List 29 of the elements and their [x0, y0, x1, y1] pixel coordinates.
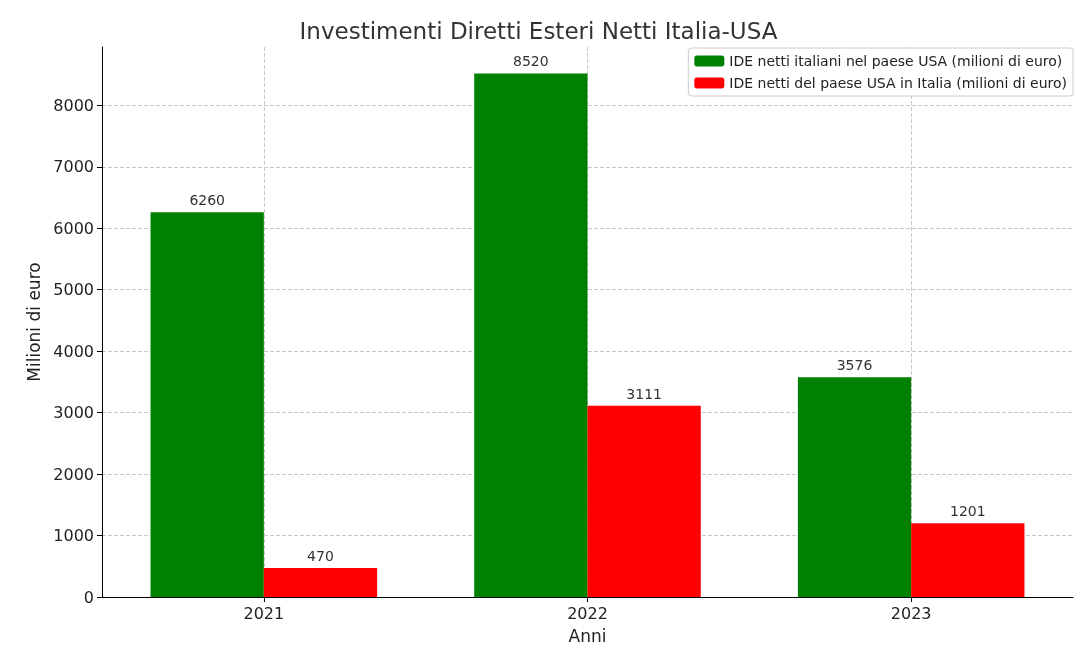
y-tick-label: 5000	[53, 280, 94, 300]
data-label: 6260	[189, 192, 226, 209]
x-tick-label: 2023	[890, 603, 932, 623]
y-axis-title: Milioni di euro	[23, 262, 44, 382]
x-tick-label: 2021	[243, 603, 285, 623]
y-tick-label: 3000	[53, 403, 94, 423]
y-tick-label: 1000	[53, 526, 94, 546]
x-tick-label: 2022	[567, 603, 608, 623]
y-tick-label: 2000	[53, 464, 94, 484]
data-label: 1201	[949, 503, 986, 520]
y-tick-label: 4000	[53, 341, 94, 361]
x-axis-title: Anni	[568, 625, 607, 646]
data-label: 3576	[836, 357, 873, 374]
y-tick-label: 6000	[53, 218, 94, 238]
bar	[474, 73, 588, 597]
data-label: 3111	[626, 385, 662, 402]
bar	[263, 568, 378, 597]
y-tick-label: 7000	[53, 157, 94, 177]
legend-label: IDE netti del paese USA in Italia (milioni di euro)	[729, 75, 1068, 91]
bar	[797, 377, 912, 597]
bar	[911, 523, 1025, 597]
y-tick-label: 8000	[53, 95, 94, 115]
chart-title: Investimenti Diretti Esteri Netti Italia-USA	[299, 17, 778, 44]
legend-label: IDE netti italiani nel paese USA (milioni di euro)	[729, 53, 1063, 69]
y-tick-label: 0	[83, 587, 94, 607]
bar	[150, 212, 264, 597]
data-label: 470	[307, 548, 334, 565]
data-label: 8520	[513, 53, 549, 70]
bar	[587, 405, 701, 597]
